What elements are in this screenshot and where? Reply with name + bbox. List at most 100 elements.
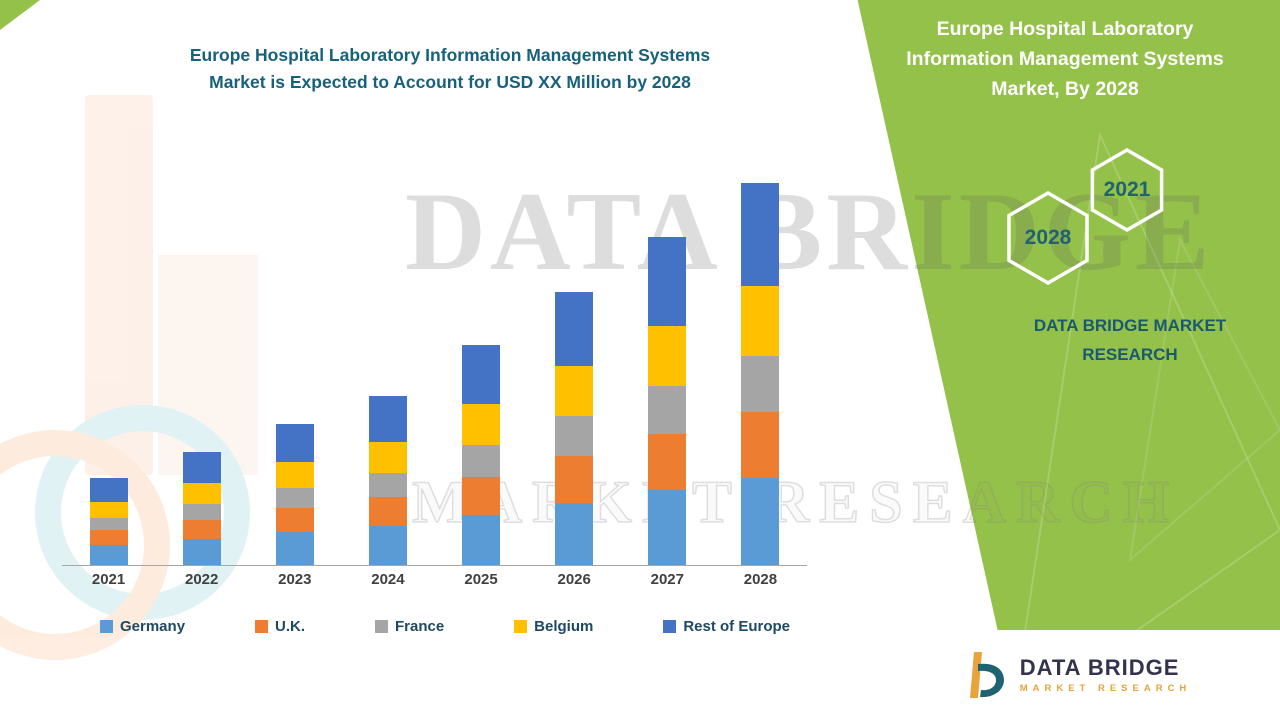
legend-swatch <box>663 620 677 633</box>
corner-accent-triangle <box>0 0 40 30</box>
bar-segment-2027-belgium <box>648 326 687 386</box>
x-axis-label-2028: 2028 <box>743 571 778 588</box>
legend-item-france: France <box>374 618 445 635</box>
bar-segment-2023-belgium <box>275 462 314 488</box>
side-brand-line1: DATA BRIDGE MARKET <box>1033 316 1227 335</box>
legend-label: Belgium <box>534 618 594 635</box>
bar-segment-2021-rest-of-europe <box>89 478 128 502</box>
logo-name: DATA BRIDGE <box>1019 655 1180 681</box>
bar-segment-2021-u-k- <box>89 530 128 545</box>
bar-segment-2021-germany <box>89 545 128 565</box>
x-axis-label-2026: 2026 <box>557 571 591 588</box>
legend-item-u-k-: U.K. <box>255 618 305 635</box>
bar-segment-2025-france <box>462 445 501 477</box>
stacked-bar-2022 <box>182 452 221 565</box>
data-bridge-logo-icon <box>969 652 1004 698</box>
chart-legend: Germany U.K. France Belgium Rest of Europe <box>100 618 790 635</box>
legend-item-belgium: Belgium <box>514 618 593 635</box>
stacked-bar-2023 <box>275 424 314 565</box>
bar-segment-2022-u-k- <box>182 520 221 539</box>
bar-segment-2027-rest-of-europe <box>648 237 687 326</box>
stacked-bar-2024 <box>368 396 407 565</box>
bar-segment-2026-u-k- <box>555 456 594 503</box>
hexagon-2028 <box>1007 190 1089 286</box>
bar-segment-2025-u-k- <box>462 477 501 515</box>
side-title-line1: Europe Hospital Laboratory <box>936 18 1194 40</box>
bar-segment-2026-rest-of-europe <box>555 292 594 366</box>
legend-swatch <box>100 620 113 633</box>
x-axis-label-2024: 2024 <box>371 571 405 588</box>
bar-segment-2021-france <box>89 518 128 530</box>
stacked-bar-2021 <box>89 478 128 565</box>
side-title-line2: Information Management Systems <box>906 48 1224 71</box>
bar-segment-2026-belgium <box>555 366 594 416</box>
bar-slot-2027 <box>621 163 714 565</box>
hexagon-year-2021: 2021 <box>1103 178 1151 201</box>
legend-item-germany: Germany <box>100 618 185 635</box>
legend-swatch <box>374 620 388 633</box>
bar-segment-2023-rest-of-europe <box>275 424 314 462</box>
logo-subtitle: MARKET RESEARCH <box>1019 682 1192 694</box>
x-axis-label-2027: 2027 <box>650 571 684 588</box>
logo-texts: DATA BRIDGE MARKET RESEARCH <box>1020 655 1192 694</box>
bar-segment-2025-belgium <box>462 404 501 445</box>
bar-segment-2024-u-k- <box>368 497 407 526</box>
bar-segment-2023-france <box>275 488 314 508</box>
bar-segment-2025-rest-of-europe <box>462 345 501 404</box>
bar-plot <box>62 163 807 566</box>
chart-title-line2: Market is Expected to Account for USD XX… <box>209 72 691 93</box>
x-axis-label-2023: 2023 <box>278 571 312 588</box>
side-panel-brand: DATA BRIDGE MARKET RESEARCH <box>985 312 1275 370</box>
bar-slot-2021 <box>62 163 155 565</box>
bar-segment-2022-belgium <box>182 483 221 504</box>
bar-segment-2028-germany <box>741 478 780 565</box>
legend-item-rest-of-europe: Rest of Europe <box>663 618 790 635</box>
legend-swatch <box>514 620 528 633</box>
legend-label: France <box>394 618 445 635</box>
bar-slot-2022 <box>155 163 248 565</box>
bar-segment-2026-germany <box>555 503 594 565</box>
bar-segment-2026-france <box>555 416 594 456</box>
bar-slot-2023 <box>248 163 341 565</box>
bar-segment-2024-france <box>368 473 407 497</box>
stacked-bar-2027 <box>648 237 687 565</box>
hexagon-2021 <box>1090 147 1164 233</box>
bar-segment-2024-germany <box>368 526 407 565</box>
x-axis-label-2025: 2025 <box>464 571 498 588</box>
bar-segment-2022-france <box>182 504 221 520</box>
side-title-line3: Market, By 2028 <box>991 78 1139 101</box>
bar-segment-2028-belgium <box>741 286 780 356</box>
hexagons-graphic <box>1007 147 1164 286</box>
legend-label: U.K. <box>275 618 306 635</box>
bar-segment-2023-u-k- <box>275 508 314 532</box>
bar-segment-2021-belgium <box>89 502 128 518</box>
bar-segment-2024-belgium <box>368 442 407 473</box>
bar-slot-2025 <box>435 163 528 565</box>
bar-segment-2025-germany <box>462 515 501 565</box>
chart-title: Europe Hospital Laboratory Information M… <box>70 42 830 96</box>
bar-segment-2028-rest-of-europe <box>741 183 780 286</box>
bar-slot-2024 <box>341 163 434 565</box>
bar-segment-2022-rest-of-europe <box>182 452 221 483</box>
chart-title-line1: Europe Hospital Laboratory Information M… <box>189 45 711 65</box>
x-axis-label-2021: 2021 <box>91 571 126 588</box>
legend-label: Germany <box>120 618 186 635</box>
side-brand-line2: RESEARCH <box>1082 344 1178 364</box>
stacked-bar-2026 <box>555 292 594 565</box>
bar-segment-2027-germany <box>648 490 687 565</box>
stacked-bar-2025 <box>462 345 501 565</box>
x-axis-labels: 2021 2022 2023 2024 2025 2026 2027 2028 <box>62 571 807 588</box>
stacked-bar-2028 <box>741 183 780 565</box>
bar-segment-2028-france <box>741 356 780 412</box>
bar-segment-2024-rest-of-europe <box>368 396 407 442</box>
bar-slot-2026 <box>528 163 621 565</box>
bar-segment-2022-germany <box>182 539 221 565</box>
bar-segment-2027-u-k- <box>648 434 687 490</box>
side-panel-title: Europe Hospital Laboratory Information M… <box>865 14 1265 105</box>
hexagon-year-2028: 2028 <box>1024 226 1072 249</box>
bar-segment-2028-u-k- <box>741 412 780 478</box>
legend-swatch <box>255 620 269 633</box>
logo-box: DATA BRIDGE MARKET RESEARCH <box>875 630 1280 720</box>
x-axis-label-2022: 2022 <box>185 571 219 588</box>
